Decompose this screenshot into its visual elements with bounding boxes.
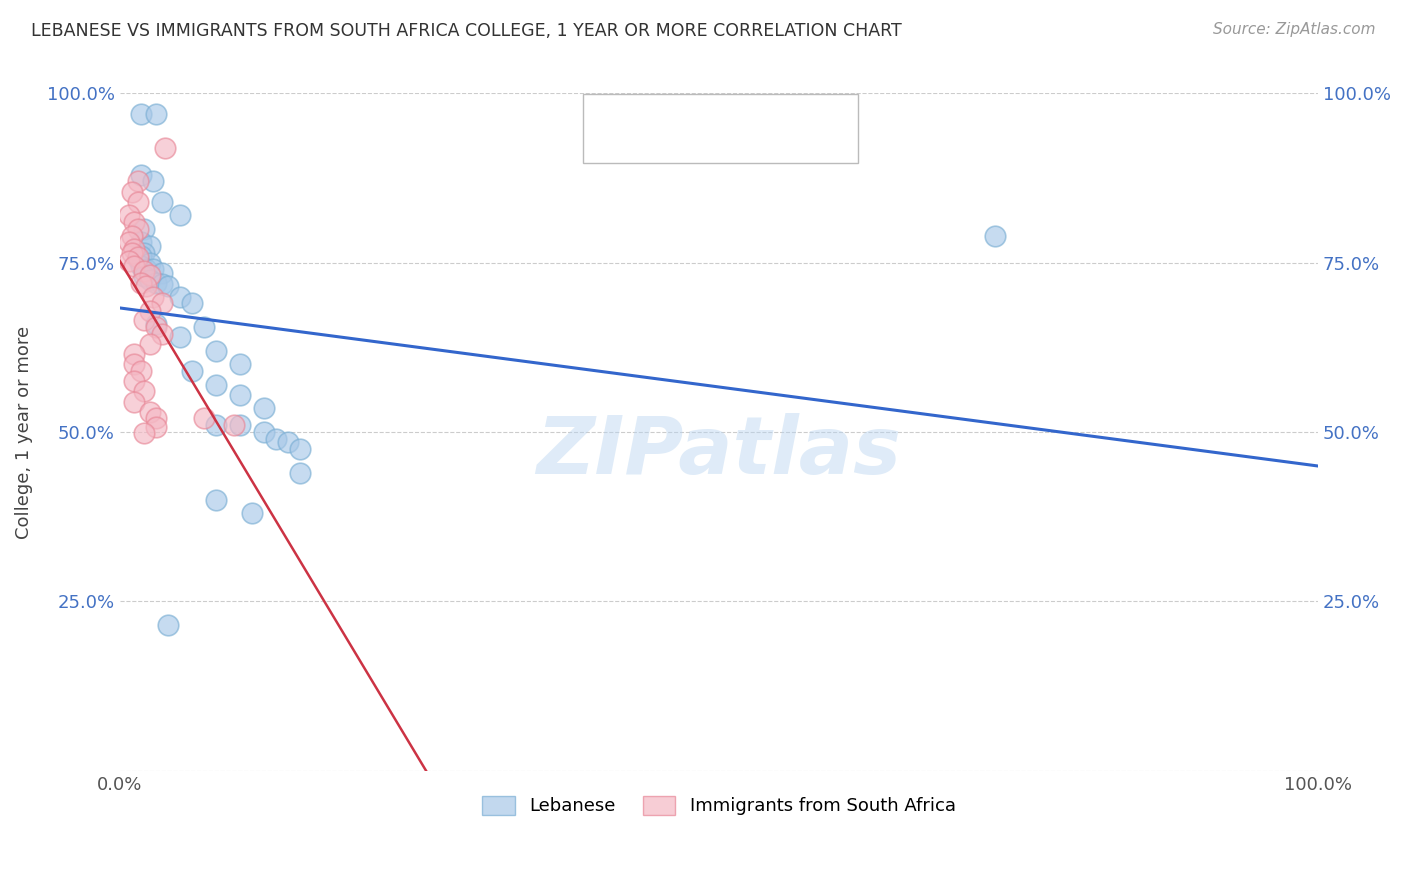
Point bbox=[135, 279, 157, 293]
Point bbox=[150, 326, 173, 341]
Point bbox=[252, 401, 274, 416]
Point bbox=[131, 106, 153, 120]
Point bbox=[127, 222, 149, 236]
Legend: Lebanese, Immigrants from South Africa: Lebanese, Immigrants from South Africa bbox=[475, 789, 963, 822]
Point bbox=[180, 296, 202, 310]
Point bbox=[131, 168, 153, 182]
Point bbox=[150, 266, 173, 280]
Point bbox=[132, 313, 155, 327]
Point bbox=[180, 364, 202, 378]
Point bbox=[132, 426, 155, 441]
Point bbox=[288, 466, 311, 480]
Point bbox=[118, 235, 141, 250]
Point bbox=[127, 194, 149, 209]
Point bbox=[145, 106, 167, 120]
Point bbox=[142, 289, 165, 303]
Point bbox=[121, 185, 143, 199]
Point bbox=[288, 442, 311, 456]
Point bbox=[121, 245, 143, 260]
Point bbox=[150, 194, 173, 209]
Point bbox=[204, 492, 226, 507]
Point bbox=[264, 432, 287, 446]
Point bbox=[983, 228, 1005, 243]
Point bbox=[127, 250, 149, 264]
Point bbox=[145, 419, 167, 434]
Point bbox=[122, 357, 145, 371]
Point bbox=[169, 208, 191, 222]
Point bbox=[142, 174, 165, 188]
Point bbox=[228, 388, 250, 402]
Point bbox=[118, 254, 141, 268]
Point bbox=[240, 506, 263, 520]
Point bbox=[138, 405, 160, 419]
Point bbox=[145, 317, 167, 331]
Point bbox=[193, 411, 215, 425]
Point bbox=[155, 140, 177, 154]
Point bbox=[132, 384, 155, 399]
Point bbox=[132, 222, 155, 236]
Point bbox=[122, 394, 145, 409]
Point bbox=[122, 347, 145, 361]
Point bbox=[156, 279, 179, 293]
Point bbox=[222, 418, 245, 433]
Point bbox=[138, 268, 160, 282]
Point bbox=[132, 245, 155, 260]
Point bbox=[131, 276, 153, 290]
Text: LEBANESE VS IMMIGRANTS FROM SOUTH AFRICA COLLEGE, 1 YEAR OR MORE CORRELATION CHA: LEBANESE VS IMMIGRANTS FROM SOUTH AFRICA… bbox=[31, 22, 901, 40]
Point bbox=[150, 277, 173, 292]
Point bbox=[131, 259, 153, 273]
Point bbox=[204, 418, 226, 433]
Point bbox=[138, 304, 160, 318]
Point bbox=[127, 174, 149, 188]
Point bbox=[131, 364, 153, 378]
Point bbox=[169, 330, 191, 344]
Point bbox=[138, 239, 160, 253]
Point bbox=[138, 255, 160, 269]
Point bbox=[135, 262, 157, 277]
Text: ZIPatlas: ZIPatlas bbox=[537, 413, 901, 491]
Point bbox=[145, 276, 167, 290]
Point bbox=[193, 320, 215, 334]
Y-axis label: College, 1 year or more: College, 1 year or more bbox=[15, 326, 32, 539]
Point bbox=[127, 252, 149, 267]
Point bbox=[145, 320, 167, 334]
Point bbox=[131, 235, 153, 250]
Point bbox=[252, 425, 274, 439]
Point bbox=[122, 374, 145, 388]
Text: Source: ZipAtlas.com: Source: ZipAtlas.com bbox=[1212, 22, 1375, 37]
Point bbox=[138, 337, 160, 351]
Point bbox=[276, 435, 298, 450]
Point bbox=[150, 296, 173, 310]
Point bbox=[132, 269, 155, 284]
Point bbox=[122, 259, 145, 273]
Text: R = 0.040   N = 44: R = 0.040 N = 44 bbox=[636, 105, 820, 125]
Text: R = 0.001   N = 37: R = 0.001 N = 37 bbox=[636, 133, 820, 153]
Point bbox=[118, 208, 141, 222]
Point bbox=[131, 249, 153, 263]
Point bbox=[121, 228, 143, 243]
Point bbox=[132, 264, 155, 278]
Point bbox=[228, 418, 250, 433]
Point bbox=[169, 289, 191, 303]
Point bbox=[156, 618, 179, 632]
Point bbox=[145, 411, 167, 425]
Point bbox=[142, 262, 165, 277]
Point bbox=[122, 215, 145, 229]
Point bbox=[122, 242, 145, 256]
Point bbox=[204, 343, 226, 358]
Point bbox=[138, 272, 160, 286]
Point bbox=[228, 357, 250, 371]
Point bbox=[204, 377, 226, 392]
